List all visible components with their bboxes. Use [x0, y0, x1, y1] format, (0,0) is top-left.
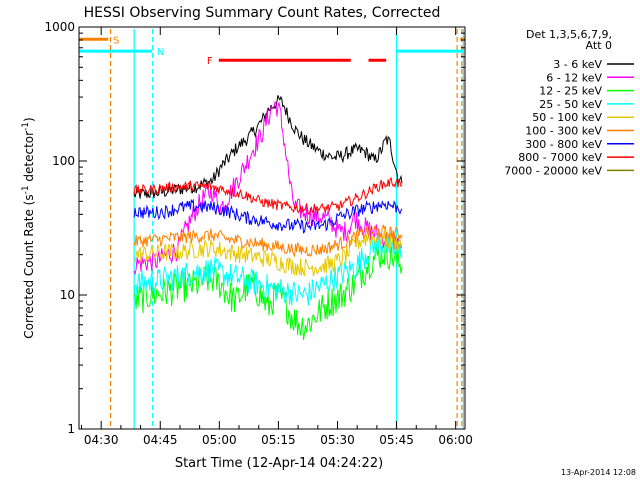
series-line-6-12-kev	[133, 100, 403, 276]
x-tick-label-05-45: 05:45	[379, 433, 414, 447]
y-axis-label-mid: detector	[22, 131, 36, 186]
y-tick-label-100: 100	[52, 154, 75, 168]
legend-label-7000-20000-kev: 7000 - 20000 keV	[504, 164, 602, 177]
x-tick-label-04-45: 04:45	[143, 433, 178, 447]
marker-label-n: N	[157, 47, 164, 58]
marker-label-f: F	[207, 56, 213, 67]
marker-label-s: S	[113, 35, 119, 46]
y-axis-label-main: Corrected Count Rate (s	[22, 194, 36, 338]
y-tick-label-1000: 1000	[44, 20, 75, 34]
series-line-3-6-kev	[133, 95, 403, 199]
legend-label-800-7000-kev: 800 - 7000 keV	[518, 151, 602, 164]
x-tick-label-06-00: 06:00	[438, 433, 473, 447]
legend-header-0: Det 1,3,5,6,7,9,	[526, 28, 612, 41]
series-line-800-7000-kev	[133, 176, 403, 215]
x-tick-label-05-00: 05:00	[202, 433, 237, 447]
series-line-300-800-kev	[133, 198, 403, 234]
legend-header-1: Att 0	[586, 39, 612, 52]
y-tick-label-10: 10	[60, 288, 75, 302]
x-tick-label-04-30: 04:30	[84, 433, 119, 447]
x-tick-label-05-30: 05:30	[320, 433, 355, 447]
y-axis-label-sup2: -1	[21, 122, 31, 131]
legend-label-3-6-kev: 3 - 6 keV	[553, 58, 602, 71]
legend-label-25-50-kev: 25 - 50 keV	[539, 98, 602, 111]
series-line-50-100-kev	[133, 228, 403, 277]
ticks-layer: 04:30 04:45 05:00 05:15 05:30 05:45 06:00 1 10 10…	[44, 20, 473, 447]
x-axis-label: Start Time (12-Apr-14 04:24:22)	[175, 456, 383, 471]
legend-label-50-100-kev: 50 - 100 keV	[532, 111, 602, 124]
timestamp: 13-Apr-2014 12:08	[561, 468, 636, 477]
series-line-100-300-kev	[133, 224, 403, 258]
legend-label-12-25-kev: 12 - 25 keV	[539, 85, 602, 98]
series-line-25-50-kev	[133, 233, 403, 306]
legend-label-300-800-kev: 300 - 800 keV	[525, 138, 602, 151]
y-axis-label-end: )	[22, 117, 36, 122]
legend-label-6-12-kev: 6 - 12 keV	[546, 71, 602, 84]
chart-title: HESSI Observing Summary Count Rates, Cor…	[84, 5, 441, 21]
legend-label-100-300-kev: 100 - 300 keV	[525, 125, 602, 138]
series-layer	[133, 95, 403, 341]
y-tick-label-1: 1	[67, 422, 75, 436]
markers-layer: S N F	[79, 29, 465, 429]
plot-frame	[78, 26, 466, 430]
x-tick-label-05-15: 05:15	[261, 433, 296, 447]
y-axis-label-sup1: -1	[21, 185, 31, 194]
y-axis-label: Corrected Count Rate (s-1 detector-1)	[21, 117, 36, 338]
